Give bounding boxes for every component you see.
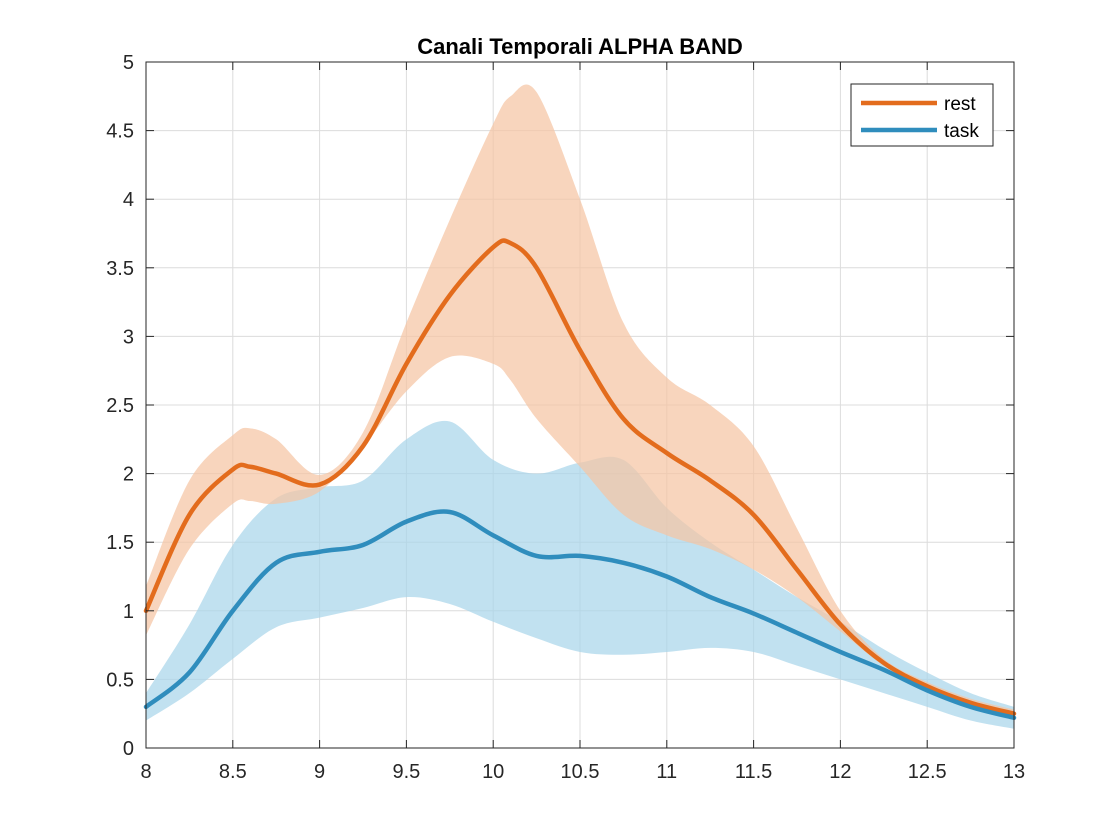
x-tick-label: 11 — [656, 761, 677, 783]
line-task — [143, 509, 1017, 721]
chart-title: Canali Temporali ALPHA BAND — [417, 34, 743, 59]
band-rest — [146, 84, 1014, 718]
x-tick-label: 8 — [140, 761, 151, 783]
y-tick-label: 3.5 — [106, 258, 134, 280]
y-tick-label: 1 — [123, 601, 134, 623]
y-tick-label: 1.5 — [106, 532, 134, 554]
x-tick-label: 12 — [829, 761, 851, 783]
y-tick-label: 3 — [123, 326, 134, 348]
x-tick-label: 12.5 — [908, 761, 947, 783]
y-tick-label: 4.5 — [106, 121, 134, 143]
legend-label-rest: rest — [944, 94, 976, 115]
confidence-bands — [146, 84, 1014, 729]
series-lines — [143, 238, 1017, 721]
y-tick-label: 2 — [123, 464, 134, 486]
x-tick-label: 10.5 — [561, 761, 600, 783]
y-tick-label: 0.5 — [106, 669, 134, 691]
x-tick-label: 10 — [482, 761, 504, 783]
y-tick-label: 2.5 — [106, 395, 134, 417]
y-tick-label: 4 — [123, 189, 134, 211]
x-tick-label: 9 — [314, 761, 325, 783]
legend-box — [850, 83, 994, 147]
y-tick-label: 5 — [123, 52, 134, 74]
x-tick-label: 11.5 — [735, 761, 772, 783]
axis-ticks: 8 8.5 9 9.5 10 10.5 11 11.5 12 12.5 1300.511.522.5… — [106, 52, 1025, 783]
x-tick-label: 13 — [1003, 761, 1025, 783]
x-tick-label: 8.5 — [219, 761, 247, 783]
line-rest — [143, 238, 1017, 716]
legend-label-task: task — [944, 121, 979, 142]
x-tick-label: 9.5 — [392, 761, 420, 783]
band-task — [146, 420, 1014, 729]
legend: rest task — [850, 83, 994, 147]
y-tick-label: 0 — [123, 738, 134, 760]
